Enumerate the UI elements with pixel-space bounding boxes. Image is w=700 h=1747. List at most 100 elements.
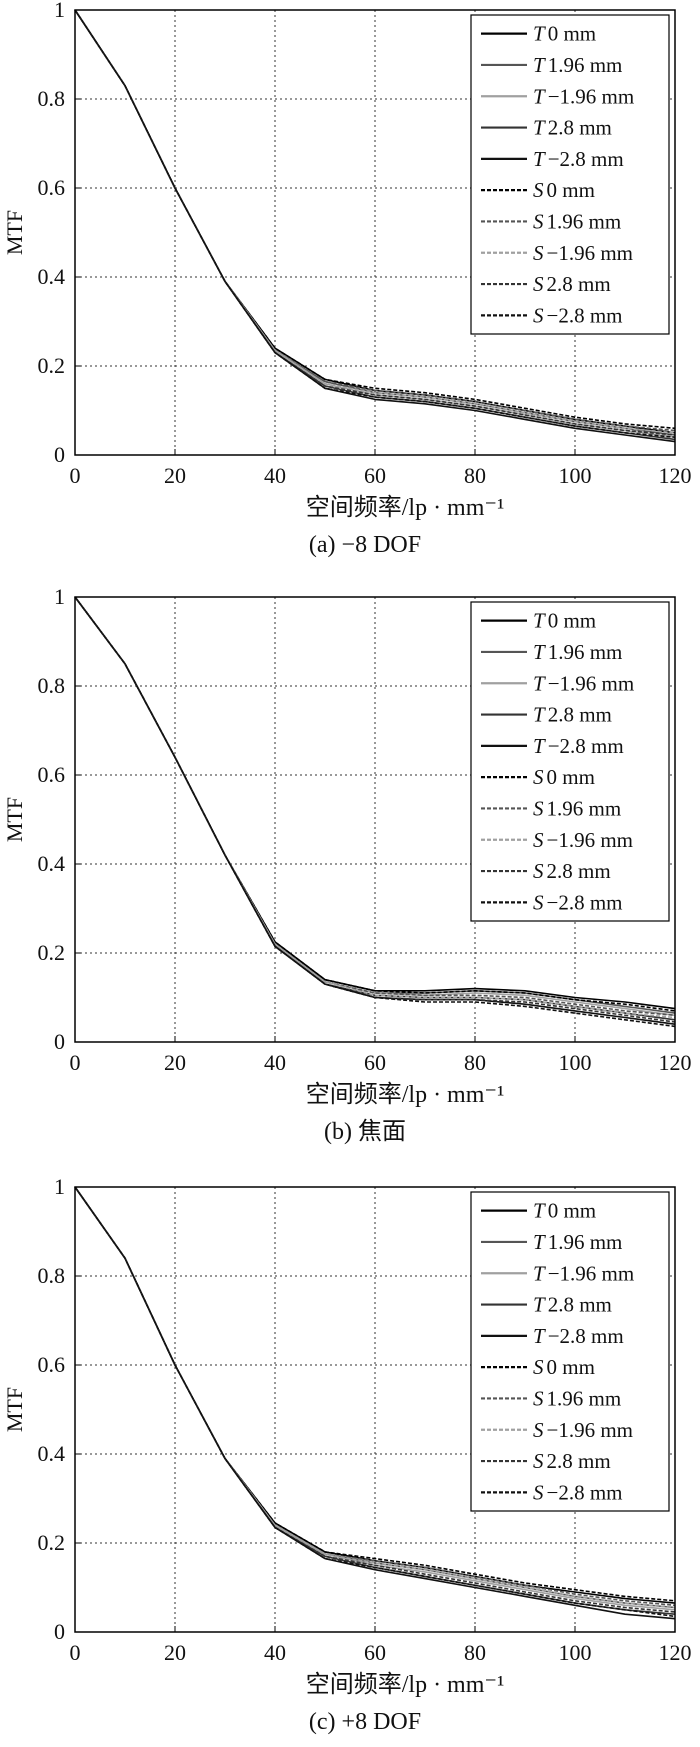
y-tick-label: 1	[54, 1174, 65, 1199]
legend-entry-suffix: 2.8 mm	[547, 859, 611, 883]
legend-entry-suffix: 2.8 mm	[548, 116, 612, 140]
legend-entry-suffix: 1.96 mm	[547, 1386, 622, 1410]
x-tick-label: 20	[164, 1050, 186, 1075]
legend-entry-suffix: 0 mm	[547, 1355, 595, 1379]
y-tick-label: 0.6	[38, 1352, 66, 1377]
chart-panel-1: 0 20 40 60 80 100 120 0 0.2 0.4 0.6 0.8 1 空间频率/lp · m…	[2, 584, 692, 1145]
legend-entry-prefix: T	[533, 1199, 546, 1223]
legend-entry: T −1.96 mm	[533, 84, 634, 108]
legend-entry-prefix: T	[533, 640, 546, 664]
x-tick-label: 0	[70, 463, 81, 488]
chart-caption: (b) 焦面	[324, 1118, 406, 1145]
x-tick-label: 0	[70, 1050, 81, 1075]
legend-entry-suffix: −2.8 mm	[548, 734, 624, 758]
legend-entry-suffix: 2.8 mm	[548, 703, 612, 727]
y-tick-label: 1	[54, 584, 65, 609]
legend-entry-prefix: T	[533, 53, 546, 77]
legend-entry-prefix: S	[533, 241, 544, 265]
legend-entry: T −1.96 mm	[533, 1261, 634, 1285]
x-tick-label: 60	[364, 463, 386, 488]
legend-entry: T 1.96 mm	[533, 1230, 622, 1254]
legend-entry-prefix: T	[533, 609, 546, 633]
legend-entry-suffix: −2.8 mm	[548, 1324, 624, 1348]
legend-entry-suffix: 1.96 mm	[548, 640, 623, 664]
legend-entry-suffix: 1.96 mm	[547, 209, 622, 233]
legend-entry-suffix: −1.96 mm	[548, 84, 635, 108]
y-tick-label: 0	[54, 1619, 65, 1644]
y-tick-label: 0	[54, 442, 65, 467]
x-tick-label: 120	[659, 463, 692, 488]
x-tick-label: 80	[464, 463, 486, 488]
legend-entry-suffix: 0 mm	[547, 178, 595, 202]
y-tick-label: 0.4	[38, 1441, 66, 1466]
legend-entry-prefix: S	[533, 828, 544, 852]
legend-box	[470, 1191, 670, 1512]
legend-entry-suffix: 1.96 mm	[548, 53, 623, 77]
y-tick-label: 0.2	[38, 940, 66, 965]
y-tick-label: 0.6	[38, 762, 66, 787]
series-line-9	[74, 9, 676, 438]
chart-caption: (c) +8 DOF	[309, 1709, 421, 1735]
legend-entry: S 1.96 mm	[533, 1386, 621, 1410]
legend-entry-suffix: −1.96 mm	[548, 1261, 635, 1285]
x-tick-label: 100	[559, 1050, 592, 1075]
legend-entry: T 2.8 mm	[533, 703, 612, 727]
legend-entry-prefix: S	[533, 209, 544, 233]
y-tick-label: 0.4	[38, 851, 66, 876]
legend-entry-suffix: 2.8 mm	[548, 1293, 612, 1317]
legend-entry-prefix: S	[533, 178, 544, 202]
legend-entry: T −2.8 mm	[533, 734, 624, 758]
legend-entry: S −1.96 mm	[533, 828, 633, 852]
y-tick-label: 1	[54, 0, 65, 22]
legend-box	[470, 14, 670, 335]
x-tick-label: 20	[164, 1640, 186, 1665]
x-tick-label: 60	[364, 1640, 386, 1665]
legend-entry: S 1.96 mm	[533, 796, 621, 820]
legend-entry-suffix: 0 mm	[548, 1199, 596, 1223]
chart-panel-2: 0 20 40 60 80 100 120 0 0.2 0.4 0.6 0.8 1 空间频率/lp · m…	[2, 1174, 692, 1735]
legend-entry-prefix: T	[533, 22, 546, 46]
legend-entry-prefix: T	[533, 703, 546, 727]
legend-entry-suffix: −2.8 mm	[547, 303, 623, 327]
y-tick-label: 0.8	[38, 673, 66, 698]
x-tick-label: 120	[659, 1050, 692, 1075]
legend-entry-prefix: S	[533, 1449, 544, 1473]
x-tick-label: 40	[264, 1640, 286, 1665]
legend-entry-suffix: −1.96 mm	[547, 1418, 634, 1442]
legend-entry-prefix: S	[533, 859, 544, 883]
x-axis-label: 空间频率/lp · mm⁻¹	[306, 1081, 505, 1108]
legend-entry: T −2.8 mm	[533, 1324, 624, 1348]
legend-entry-prefix: S	[533, 890, 544, 914]
legend-entry-prefix: T	[533, 1293, 546, 1317]
y-tick-label: 0.2	[38, 353, 66, 378]
legend-entry-prefix: S	[533, 796, 544, 820]
legend-box	[470, 601, 670, 922]
y-tick-label: 0.8	[38, 1263, 66, 1288]
y-tick-label: 0.2	[38, 1530, 66, 1555]
series-line-9	[74, 596, 676, 1028]
y-tick-label: 0.4	[38, 264, 66, 289]
legend-entry: S 2.8 mm	[533, 1449, 611, 1473]
legend-entry-prefix: T	[533, 116, 546, 140]
legend-entry-suffix: 2.8 mm	[547, 272, 611, 296]
legend-entry-suffix: −2.8 mm	[547, 1480, 623, 1504]
legend-entry-prefix: T	[533, 671, 546, 695]
x-axis-label: 空间频率/lp · mm⁻¹	[306, 1671, 505, 1698]
legend-entry: S −1.96 mm	[533, 1418, 633, 1442]
legend-entry-prefix: T	[533, 147, 546, 171]
legend-entry-suffix: −1.96 mm	[548, 671, 635, 695]
series-line-9	[74, 1186, 676, 1618]
y-tick-label: 0.6	[38, 175, 66, 200]
legend-entry-suffix: 1.96 mm	[548, 1230, 623, 1254]
legend-entry-suffix: 0 mm	[548, 609, 596, 633]
legend-entry: S −2.8 mm	[533, 1480, 623, 1504]
y-axis-label: MTF	[2, 797, 27, 842]
y-tick-label: 0	[54, 1029, 65, 1054]
